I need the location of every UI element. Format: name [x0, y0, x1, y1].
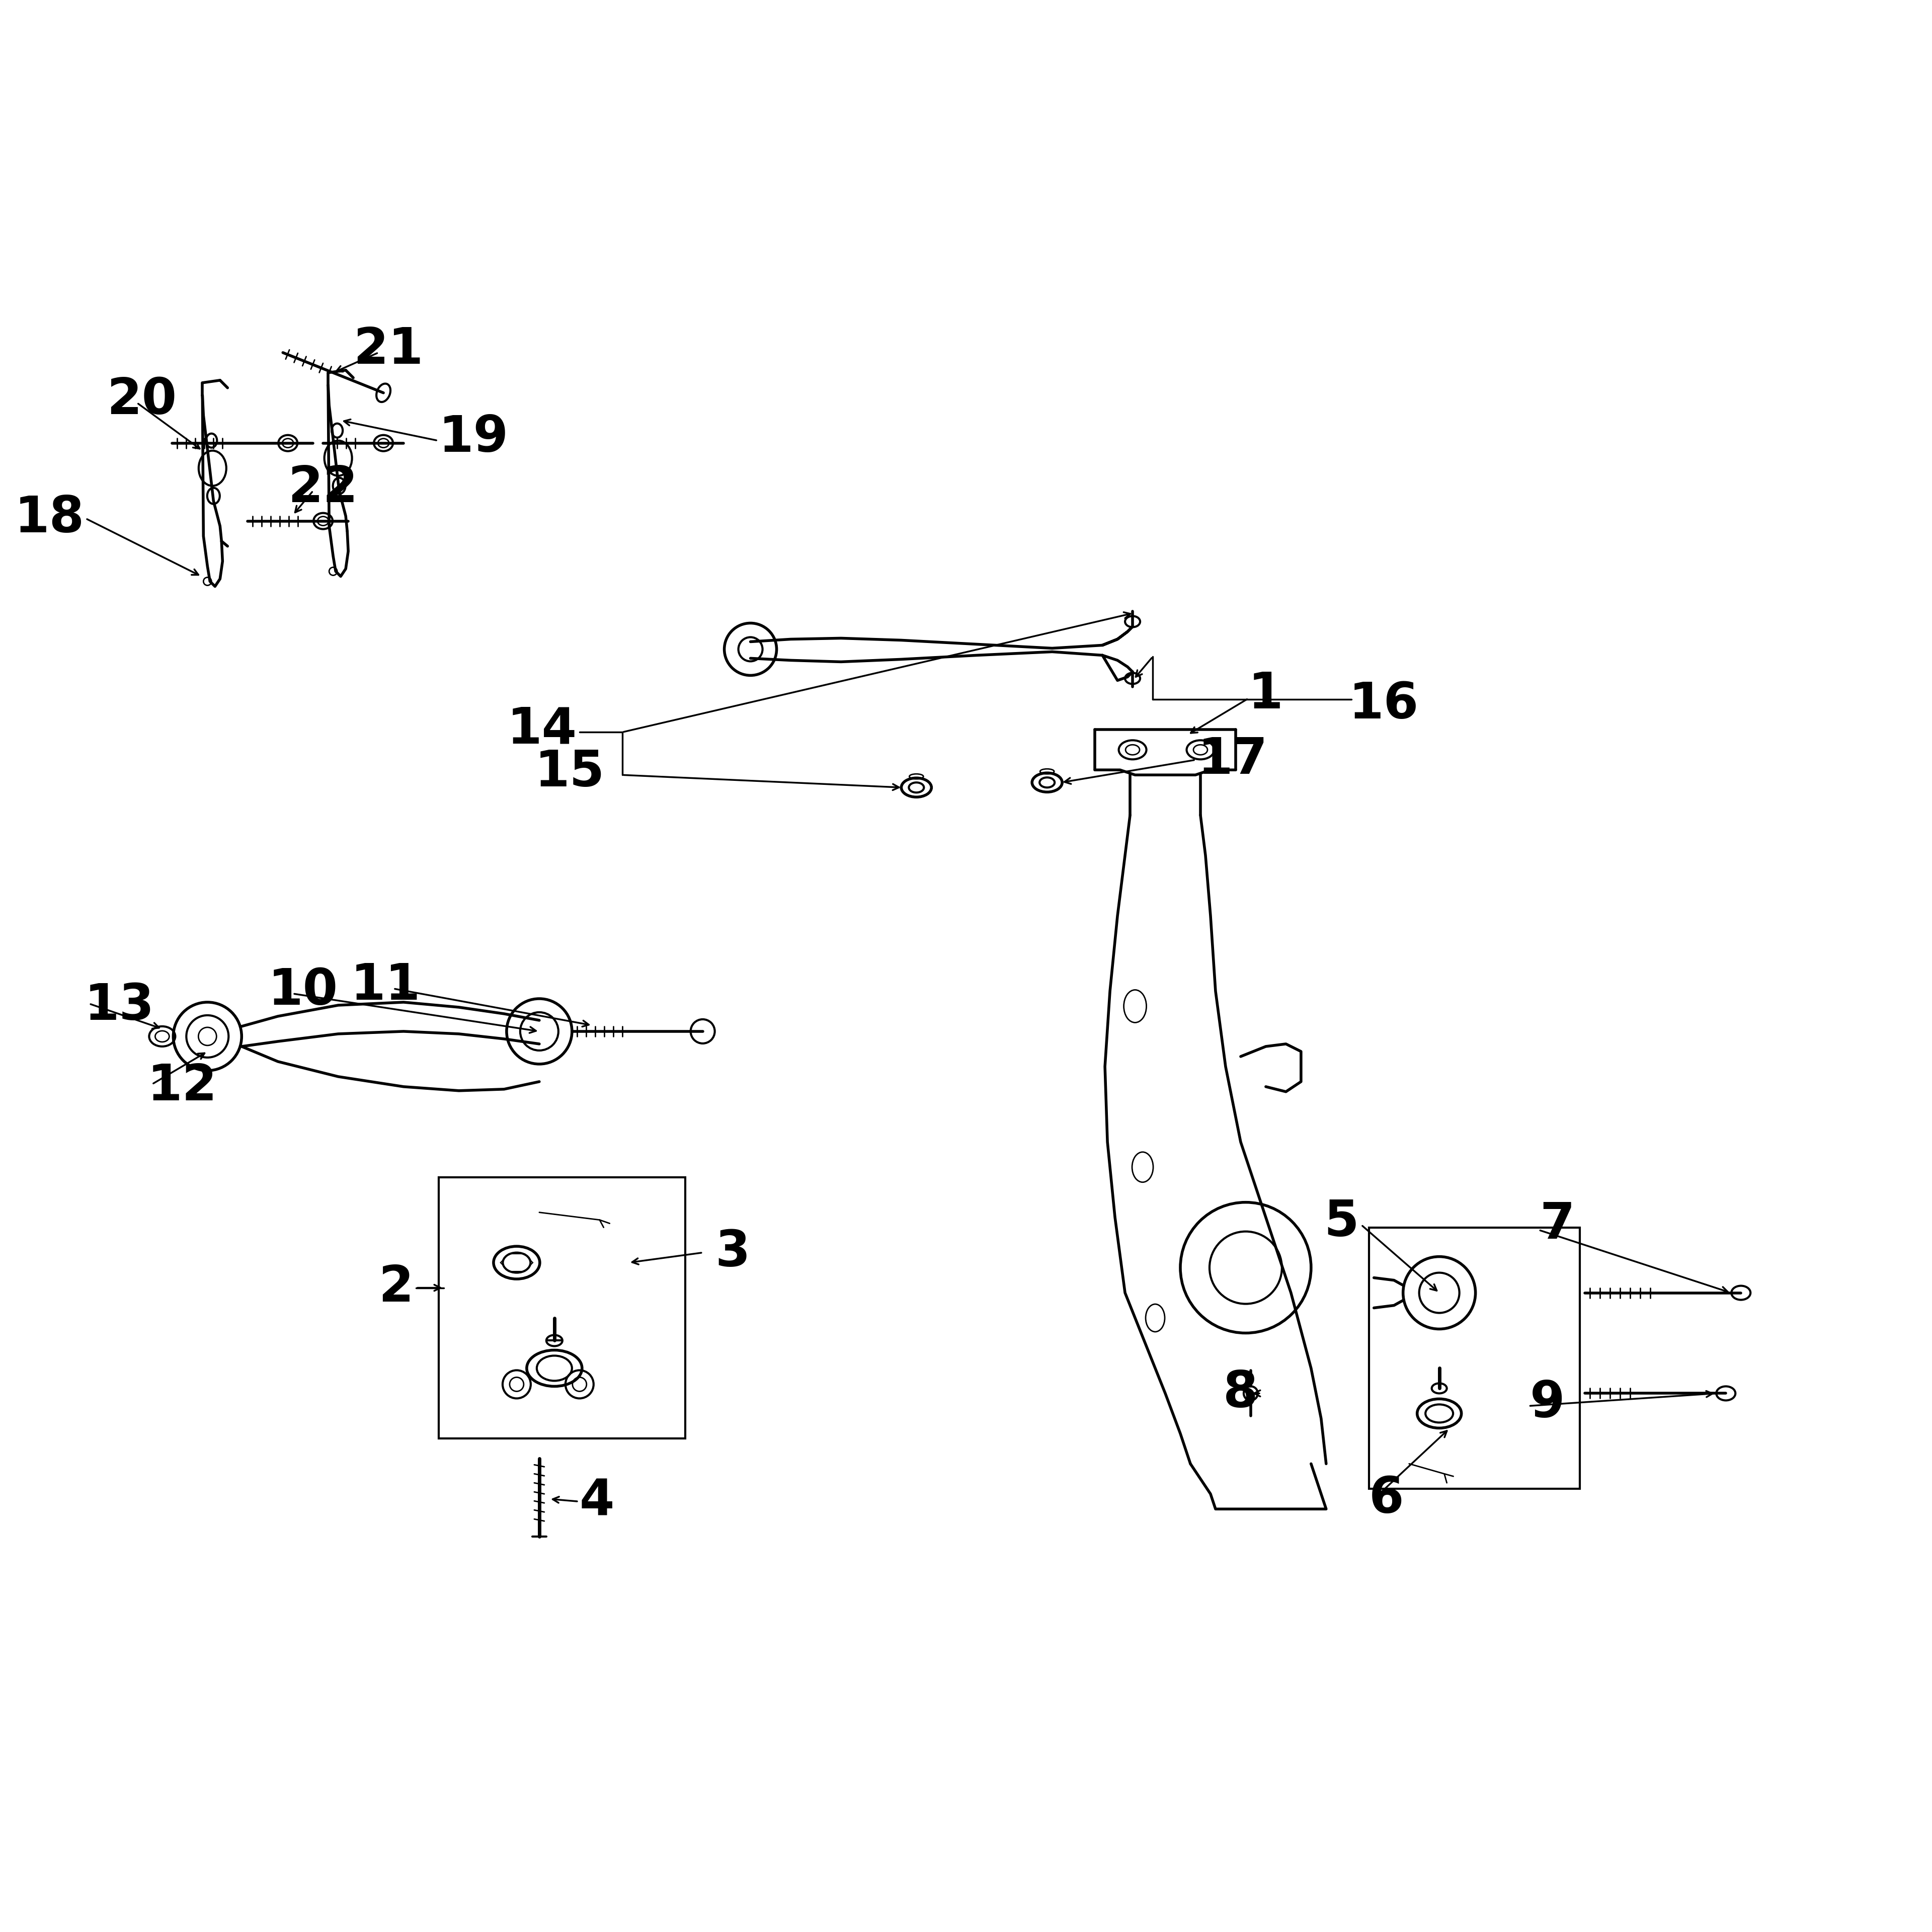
Text: 9: 9 — [1530, 1379, 1565, 1428]
Text: 18: 18 — [14, 495, 85, 543]
Text: 11: 11 — [352, 962, 421, 1010]
Text: 6: 6 — [1370, 1474, 1405, 1522]
Text: 3: 3 — [715, 1229, 750, 1277]
Text: 4: 4 — [580, 1478, 614, 1526]
Text: 16: 16 — [1349, 680, 1418, 728]
Text: 10: 10 — [269, 966, 338, 1016]
Text: 14: 14 — [506, 705, 578, 753]
Text: 21: 21 — [354, 327, 423, 375]
Bar — [439, 1177, 686, 1439]
Text: 19: 19 — [439, 413, 508, 462]
Text: 1: 1 — [1248, 670, 1283, 719]
Text: 22: 22 — [288, 464, 357, 512]
Text: 20: 20 — [106, 377, 178, 425]
Text: 5: 5 — [1323, 1198, 1358, 1246]
Text: 7: 7 — [1540, 1200, 1575, 1250]
Text: 17: 17 — [1198, 736, 1267, 784]
Text: 15: 15 — [535, 748, 605, 796]
Text: 8: 8 — [1223, 1370, 1258, 1418]
Text: 2: 2 — [379, 1264, 413, 1312]
Text: 13: 13 — [85, 981, 155, 1030]
Bar — [1370, 1227, 1580, 1490]
Text: 12: 12 — [147, 1063, 216, 1111]
